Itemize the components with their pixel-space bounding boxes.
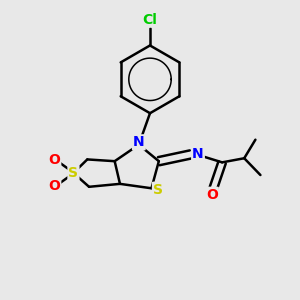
Text: N: N (133, 135, 145, 149)
Text: Cl: Cl (142, 13, 158, 27)
Text: O: O (48, 153, 60, 167)
Text: S: S (153, 183, 163, 197)
Text: N: N (192, 146, 204, 161)
Text: O: O (206, 188, 218, 202)
Text: S: S (68, 166, 78, 180)
Text: O: O (48, 179, 60, 193)
